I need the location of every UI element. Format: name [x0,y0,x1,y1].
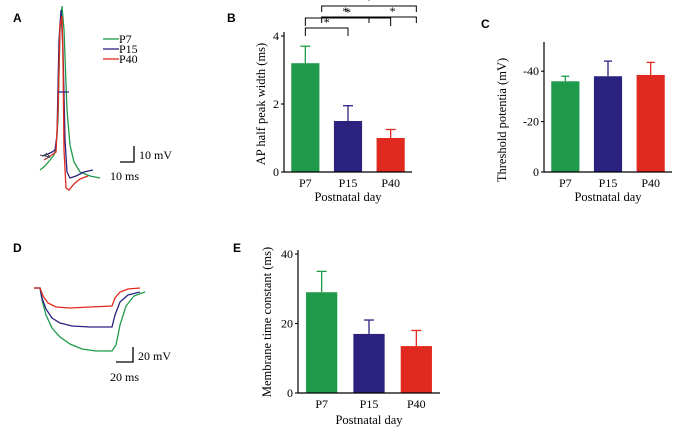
y-tick-e-1: 20 [281,317,293,331]
sig-e-1-label: * [390,4,396,18]
sig-bracket-b-1 [304,17,392,26]
bar-c-p7 [551,81,580,172]
x-axis-label-e: Postnatal day [335,413,403,427]
x-tick-c-p15: P15 [599,176,618,190]
legend-label-p40: P40 [119,52,138,66]
legend-label-p7: P7 [119,32,132,46]
y-ticks-c: -40 -20 0 [523,64,539,179]
trace-a-p15 [41,9,94,179]
x-tick-c-p7: P7 [559,176,572,190]
scalebar-a-voltage: 10 mV [139,148,172,162]
panel-label-a: A [13,11,22,25]
legend-a: P7 P15 P40 [103,32,138,66]
trace-d-p15 [34,287,141,328]
significance-b: * * [324,5,351,29]
trace-a-p40 [43,15,89,191]
trace-a-p7 [39,5,101,179]
bar-b-p15 [333,121,363,172]
y-tick-e-0: 0 [287,386,293,400]
threshold-arrow [39,152,51,160]
panel-c: C Threshold potentia (mV) -40 -20 0 P7 P… [481,17,672,204]
sig-b-1-label: * [345,5,351,19]
y-axis-label-e: Membrane time constant (ms) [260,247,274,397]
panel-a: A P7 P15 P40 10 mV 10 ms [13,5,172,191]
x-axis-label-c: Postnatal day [574,190,642,204]
sig-bracket-b-0 [304,27,349,36]
scalebar-d [116,347,134,363]
x-ticks-e: P7 P15 P40 [315,397,425,411]
bar-b-p7 [291,63,320,173]
panel-label-d: D [13,241,22,255]
x-tick-e-p15: P15 [360,397,379,411]
sig-e-0-label: * [342,4,348,18]
x-axis-label-b: Postnatal day [314,190,382,204]
bar-e-p15 [353,333,385,393]
x-tick-b-p7: P7 [299,176,312,190]
y-ticks-b: 0 2 4 [273,29,279,179]
scalebar-a-time: 10 ms [110,169,139,183]
plot-area-c [541,42,672,173]
y-tick-b-1: 2 [273,97,279,111]
scalebar-d-time: 20 ms [110,370,139,384]
panel-label-e: E [233,241,241,255]
sig-bracket-e-1 [368,16,417,23]
x-tick-b-p15: P15 [339,176,358,190]
sig-bracket-e-2 [321,5,417,12]
y-ticks-e: 0 20 40 [281,247,293,400]
y-tick-b-2: 4 [273,29,279,43]
trace-d-p40 [34,287,141,309]
y-axis-label-b: AP half peak width (ms) [254,43,268,165]
sig-e-2-label: * [366,0,372,7]
plot-area-b [281,17,412,173]
trace-d-p7 [34,287,146,352]
y-tick-c-0: -40 [523,64,539,78]
panel-b: B AP half peak width (ms) 0 2 4 P7 P15 P… [227,5,412,204]
sig-b-0-label: * [324,15,330,29]
panel-d: D 20 mV 20 ms [13,241,171,384]
bar-c-p15 [593,76,623,172]
scalebar-a [120,146,135,163]
bar-c-p40 [636,74,665,172]
y-axis-label-c: Threshold potentia (mV) [495,58,509,182]
x-ticks-b: P7 P15 P40 [299,176,400,190]
y-tick-c-2: 0 [533,165,539,179]
y-tick-c-1: -20 [523,115,539,129]
x-tick-c-p40: P40 [641,176,660,190]
plot-area-e [295,5,440,394]
y-tick-b-0: 0 [273,165,279,179]
x-tick-b-p40: P40 [381,176,400,190]
bar-e-p40 [400,346,432,393]
x-tick-e-p40: P40 [407,397,426,411]
panel-label-c: C [481,17,490,31]
x-tick-e-p7: P7 [315,397,328,411]
significance-e: * * * [342,0,395,18]
legend-label-p15: P15 [119,42,138,56]
panel-e: E Membrane time constant (ms) 0 20 40 P7… [233,0,440,427]
scalebar-d-voltage: 20 mV [138,349,171,363]
panel-label-b: B [227,11,236,25]
bar-b-p40 [376,138,405,172]
x-ticks-c: P7 P15 P40 [559,176,660,190]
y-tick-e-2: 40 [281,247,293,261]
bar-e-p7 [306,292,338,393]
